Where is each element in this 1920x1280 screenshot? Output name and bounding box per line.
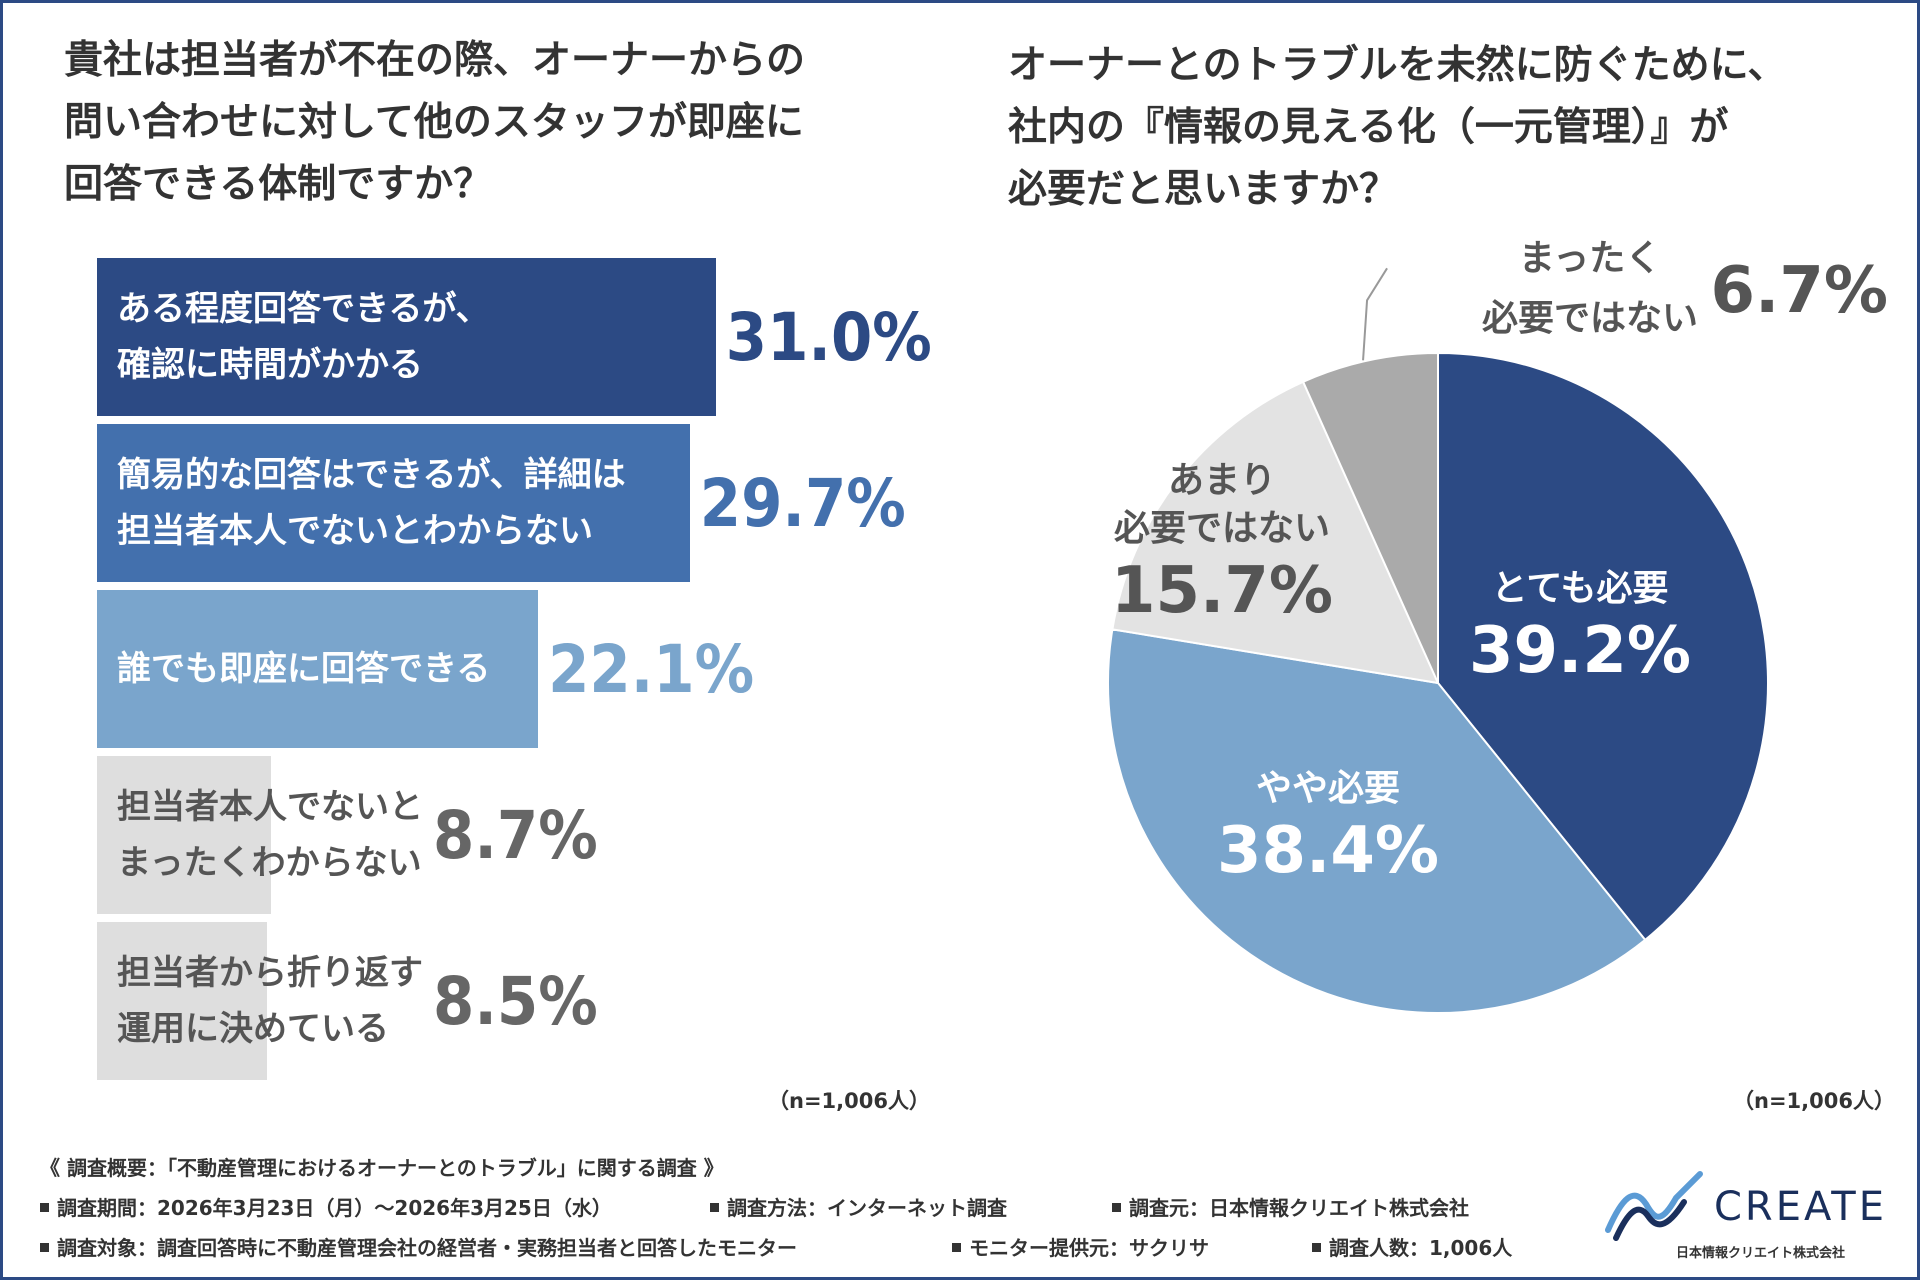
pie-slice	[1301, 351, 1439, 684]
footer-row-2: 調査対象：調査回答時に不動産管理会社の経営者・実務担当者と回答したモニター モニ…	[40, 1232, 1580, 1262]
pie-leader-line	[1362, 267, 1388, 361]
bar-category-label: 簡易的な回答はできるが、詳細は 担当者本人でないとわからない	[117, 424, 626, 582]
bullet-square-icon	[1112, 1203, 1121, 1212]
pie-slice	[1107, 628, 1647, 1015]
footer-provider: モニター提供元：サクリサ	[952, 1232, 1209, 1261]
bar	[97, 258, 716, 416]
footer-count: 調査人数：1,006人	[1312, 1232, 1512, 1261]
right-question-line: オーナーとのトラブルを未然に防ぐために、	[1008, 43, 1787, 88]
right-question-title: オーナーとのトラブルを未然に防ぐために、 社内の『情報の見える化（一元管理）』が…	[1008, 35, 1786, 221]
bar-value-label: 8.7%	[433, 796, 598, 874]
left-question-line: 回答できる体制ですか？	[64, 162, 493, 207]
bar-category-label-line: 担当者から折り返す	[117, 953, 423, 993]
bar-value-label: 29.7%	[699, 464, 906, 542]
pie-slice-label: やや必要	[1256, 768, 1400, 809]
bar-category-label: 担当者本人でないと まったくわからない	[117, 756, 423, 914]
pie-slice-value: 6.7%	[1711, 254, 1889, 328]
bar-category-label-line: 簡易的な回答はできるが、詳細は	[117, 455, 626, 495]
left-question-line: 問い合わせに対して他のスタッフが即座に	[64, 100, 804, 145]
bar-row: 担当者本人でないと まったくわからない 8.7%	[97, 756, 598, 914]
bar-value-label: 8.5%	[433, 962, 598, 1040]
bar-category-label-line: 担当者本人でないとわからない	[117, 511, 593, 551]
pie-slice-value: 38.4%	[1217, 814, 1439, 888]
right-question-line: 社内の『情報の見える化（一元管理）』が	[1008, 105, 1729, 150]
create-logo-company: 日本情報クリエイト株式会社	[1676, 1246, 1846, 1261]
create-logo: CREATE 日本情報クリエイト株式会社	[1602, 1158, 1884, 1261]
footer-source: 調査元：日本情報クリエイト株式会社	[1112, 1192, 1469, 1221]
bar-value-label: 22.1%	[548, 630, 755, 708]
bar-row: ある程度回答できるが、 確認に時間がかかる 31.0%	[97, 258, 932, 416]
bar-chart-sample-size: （n=1,006人）	[768, 1089, 930, 1113]
bar	[97, 756, 271, 914]
bar	[97, 424, 690, 582]
bar-category-label-line: 誰でも即座に回答できる	[117, 649, 491, 689]
bullet-square-icon	[1312, 1243, 1321, 1252]
bar-category-label-line: 担当者本人でないと	[117, 787, 423, 827]
pie-slice-value: 39.2%	[1469, 614, 1691, 688]
bar	[97, 922, 267, 1080]
bar-category-label: ある程度回答できるが、 確認に時間がかかる	[117, 258, 490, 416]
footer-method: 調査方法：インターネット調査	[710, 1192, 1007, 1221]
bullet-square-icon	[40, 1203, 49, 1212]
left-question-title: 貴社は担当者が不在の際、オーナーからの 問い合わせに対して他のスタッフが即座に …	[64, 30, 805, 216]
bar-row: 簡易的な回答はできるが、詳細は 担当者本人でないとわからない 29.7%	[97, 424, 906, 582]
bar-row: 担当者から折り返す 運用に決めている 8.5%	[97, 922, 598, 1080]
bar-category-label-line: 確認に時間がかかる	[117, 345, 423, 385]
bar-row: 誰でも即座に回答できる 22.1%	[97, 590, 754, 748]
bar-category-label: 担当者から折り返す 運用に決めている	[117, 922, 423, 1080]
pie-slice-label: 必要ではない	[1114, 508, 1330, 549]
pie-chart-sample-size: （n=1,006人）	[1733, 1089, 1895, 1113]
bullet-square-icon	[952, 1243, 961, 1252]
bar-value-label: 31.0%	[725, 298, 932, 376]
pie-slice	[1437, 351, 1769, 942]
bar-category-label-line: ある程度回答できるが、	[117, 289, 490, 329]
bullet-square-icon	[40, 1243, 49, 1252]
bar-category-label-line: まったくわからない	[117, 843, 422, 883]
bar-category-label-line: 運用に決めている	[117, 1009, 389, 1049]
pie-slice	[1111, 380, 1440, 685]
bar-category-label: 誰でも即座に回答できる	[117, 590, 490, 748]
bullet-square-icon	[710, 1203, 719, 1212]
survey-overview: 《 調査概要：「不動産管理におけるオーナーとのトラブル」に関する調査 》	[40, 1156, 724, 1180]
bar	[97, 590, 539, 748]
right-question-line: 必要だと思いますか？	[1008, 167, 1399, 212]
create-logo-mark-icon	[1605, 1171, 1703, 1241]
pie-slice-label: 必要ではない	[1482, 298, 1698, 339]
pie-slice-label: あまり	[1168, 460, 1276, 501]
pie-slice-value: 15.7%	[1111, 554, 1333, 628]
left-question-line: 貴社は担当者が不在の際、オーナーからの	[64, 38, 806, 83]
create-logo-wordmark: CREATE	[1714, 1184, 1887, 1230]
footer-row-1: 調査期間：2026年3月23日（月）～2026年3月25日（水） 調査方法：イン…	[40, 1192, 1580, 1222]
footer-period: 調査期間：2026年3月23日（月）～2026年3月25日（水）	[40, 1192, 612, 1221]
pie-slice-label: まったく	[1519, 238, 1662, 279]
pie-slice-label: とても必要	[1491, 568, 1668, 609]
footer-target: 調査対象：調査回答時に不動産管理会社の経営者・実務担当者と回答したモニター	[40, 1232, 797, 1261]
